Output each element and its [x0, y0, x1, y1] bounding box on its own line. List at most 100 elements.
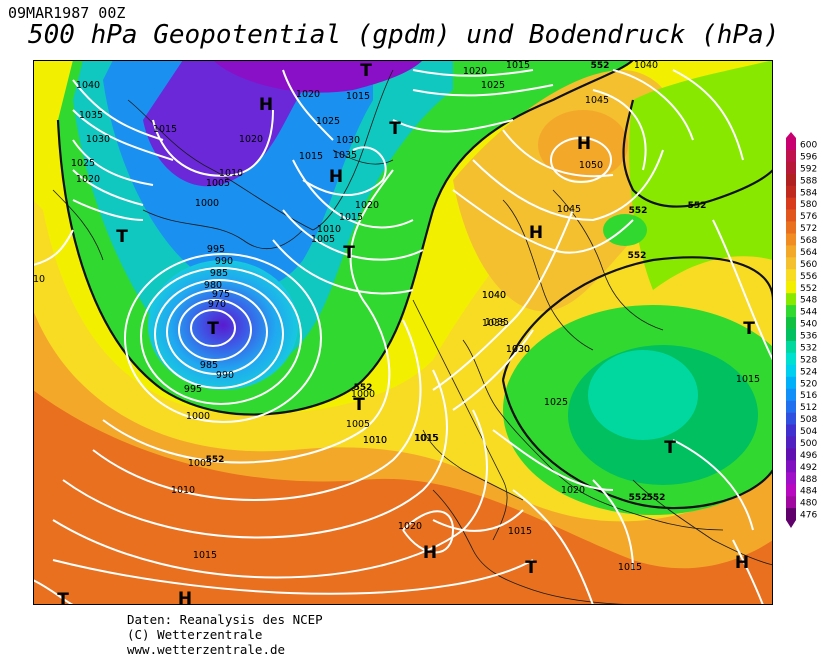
- isobars: [33, 69, 773, 605]
- scale-swatch: [786, 317, 796, 330]
- map-title: 500 hPa Geopotential (gpdm) und Bodendru…: [28, 20, 780, 50]
- scale-swatch: [786, 185, 796, 198]
- scale-label: 508: [800, 415, 817, 425]
- scale-swatch: [786, 388, 796, 401]
- scale-label: 596: [800, 152, 817, 162]
- contour-label-552: 552: [628, 251, 647, 261]
- scale-label: 532: [800, 343, 817, 353]
- isobar-label: 1015: [736, 374, 760, 385]
- isobar-label: 1015: [415, 433, 439, 444]
- isobar-label: 990: [216, 370, 234, 381]
- isobar-label: 1025: [544, 397, 568, 408]
- isobar-label: 1015: [618, 562, 642, 573]
- scale-label: 512: [800, 403, 817, 413]
- scale-label: 568: [800, 236, 817, 246]
- isobar-labels: 1040 1035 1030 1025 1020 1015 1010 1005 …: [33, 60, 760, 573]
- scale-swatch: [786, 209, 796, 222]
- low-center: T: [57, 590, 69, 605]
- scale-swatch: [786, 161, 796, 175]
- scale-label: 516: [800, 391, 817, 401]
- isobar-label: 995: [184, 384, 202, 395]
- isobar-label: 1025: [316, 116, 340, 127]
- isobar-label: 1015: [153, 124, 177, 135]
- scale-swatch: [786, 400, 796, 413]
- isobar-label: 1035: [482, 318, 506, 329]
- date-label: 09MAR1987 00Z: [8, 4, 126, 22]
- scale-swatch: [786, 436, 796, 449]
- high-center: H: [423, 543, 437, 563]
- pressure-centers: H H H H H H H T T T T T T T T T T: [57, 61, 755, 605]
- scale-swatch: [786, 472, 796, 485]
- isobar-label: 10: [33, 274, 45, 285]
- isobar-label: 1050: [579, 160, 603, 171]
- scale-label: 588: [800, 176, 817, 186]
- isobar-label: 1010: [171, 485, 195, 496]
- scale-swatch: [786, 149, 796, 163]
- ridge-core: [538, 110, 628, 180]
- scale-label: 600: [800, 141, 817, 151]
- isobar-label: 1015: [339, 212, 363, 223]
- scale-label: 524: [800, 367, 817, 377]
- scale-label: 576: [800, 212, 817, 222]
- scale-label: 496: [800, 451, 817, 461]
- isobar-label: 1015: [414, 433, 438, 444]
- low-center: T: [343, 243, 355, 263]
- isobar-label: 1015: [193, 550, 217, 561]
- isobar-label: 1000: [186, 411, 210, 422]
- credit-line-website: www.wetterzentrale.de: [127, 642, 286, 657]
- isobar-label: 1035: [485, 317, 509, 328]
- scale-swatch: [786, 484, 796, 497]
- ridge-green-ne: [629, 60, 773, 290]
- isobar-label: 1005: [346, 419, 370, 430]
- scale-swatch: [786, 173, 796, 187]
- isobar-label: 1025: [481, 80, 505, 91]
- scale-swatch: [786, 352, 796, 366]
- scale-arrow-top: [786, 132, 796, 138]
- scale-label: 536: [800, 332, 817, 342]
- scale-swatch: [786, 329, 796, 342]
- isobar-label: 1015: [508, 526, 532, 537]
- scale-label: 556: [800, 272, 817, 282]
- scale-swatch: [786, 364, 796, 378]
- scale-swatch: [786, 138, 796, 151]
- isobar-label: 1010: [317, 224, 341, 235]
- isobar-label: 1035: [79, 110, 103, 121]
- isobar-label: 995: [207, 244, 225, 255]
- scale-label: 492: [800, 463, 817, 473]
- isobar-label: 1030: [506, 344, 530, 355]
- scale-swatch: [786, 340, 796, 354]
- isobar-label: 1000: [351, 389, 375, 400]
- geopotential-labels: 552 552 552 552 552 552 552 552: [206, 61, 707, 503]
- isobar-label: 1035: [333, 150, 357, 161]
- scale-label: 484: [800, 487, 817, 497]
- green-blob-ne: [603, 214, 647, 246]
- high-center: H: [735, 553, 749, 573]
- isobar-label: 1005: [188, 458, 212, 469]
- high-center: H: [577, 134, 591, 154]
- isobar-label: 980: [204, 280, 222, 291]
- isobar-label: 1030: [86, 134, 110, 145]
- trough-purple-north: [213, 60, 423, 93]
- weather-map: 1040 1035 1030 1025 1020 1015 1010 1005 …: [33, 60, 773, 605]
- isobar-label: 1005: [206, 178, 230, 189]
- isobar-label: 990: [215, 256, 233, 267]
- isobar-label: 1040: [76, 80, 100, 91]
- scale-swatch: [786, 293, 796, 306]
- scale-label: 520: [800, 379, 817, 389]
- isobar-label: 1020: [76, 174, 100, 185]
- high-center: H: [329, 167, 343, 187]
- isobar-label: 1010: [219, 168, 243, 179]
- isobar-label: 1030: [336, 135, 360, 146]
- isobar-label: 1020: [463, 66, 487, 77]
- contour-label-552: 552: [629, 206, 648, 216]
- low-center: T: [389, 119, 401, 139]
- scale-swatch: [786, 305, 796, 318]
- scale-label: 560: [800, 260, 817, 270]
- map-frame: [33, 60, 773, 605]
- low-center: T: [360, 61, 372, 81]
- credit-line-copyright: (C) Wetterzentrale: [127, 627, 263, 642]
- high-center: H: [529, 223, 543, 243]
- isobar-label: 1045: [585, 95, 609, 106]
- scale-swatch: [786, 460, 796, 473]
